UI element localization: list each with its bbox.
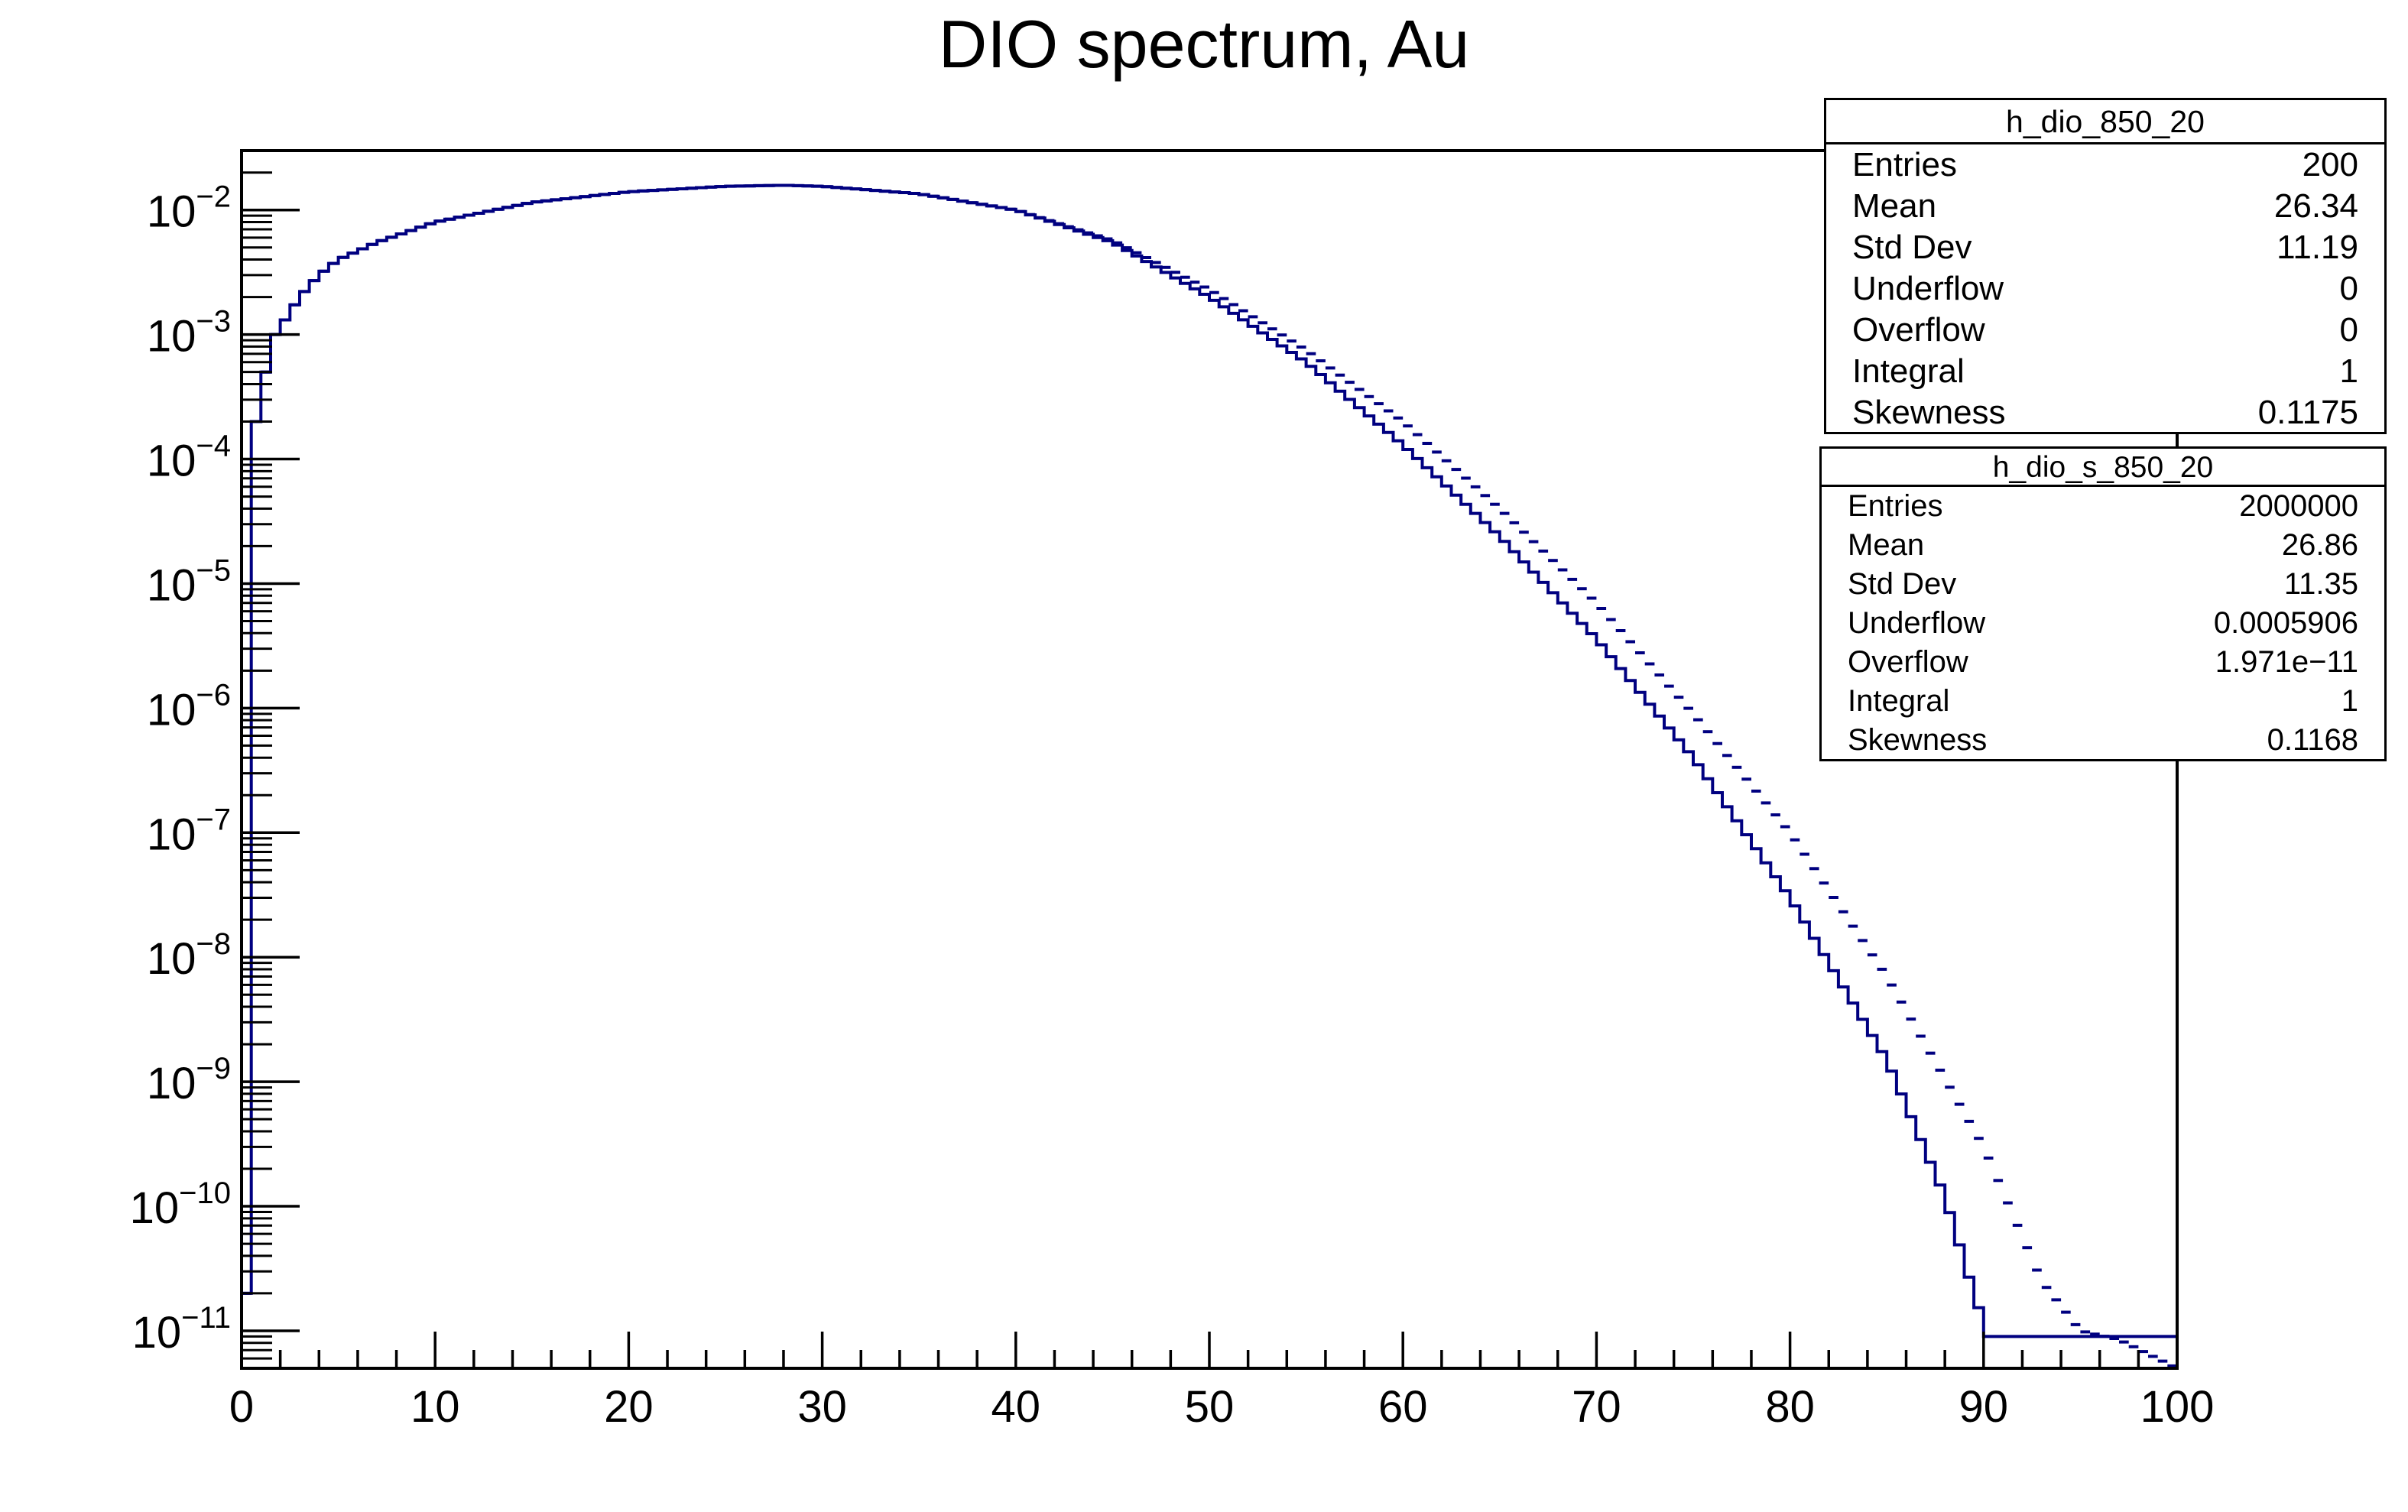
stats-label: Entries [1848, 489, 1943, 523]
stats-row-integral: Integral 1 [1822, 682, 2384, 721]
stats-box-h-dio-s-850-20: h_dio_s_850_20 Entries 2000000 Mean 26.8… [1819, 446, 2387, 761]
x-tick-label: 90 [1959, 1382, 2009, 1432]
stats-value: 0.1168 [2267, 723, 2358, 757]
stats-value: 1 [2341, 684, 2358, 718]
series-h-dio-s-850-20 [242, 183, 2177, 1368]
stats-value: 0 [2339, 311, 2358, 349]
y-tick-label: 10−8 [147, 927, 231, 984]
stats-row-overflow: Overflow 0 [1826, 310, 2384, 351]
stats-value: 26.34 [2273, 187, 2358, 225]
x-tick-label: 40 [991, 1382, 1041, 1432]
y-tick-label: 10−7 [147, 803, 231, 859]
stats-row-entries: Entries 200 [1826, 144, 2384, 186]
stats-label: Skewness [1848, 723, 1988, 757]
stats-label: Std Dev [1852, 229, 1972, 266]
stats-row-underflow: Underflow 0 [1826, 268, 2384, 310]
stats-value: 11.19 [2277, 229, 2358, 266]
stats-row-skewness: Skewness 0.1168 [1822, 721, 2384, 760]
x-tick-label: 70 [1572, 1382, 1621, 1432]
x-tick-label: 50 [1185, 1382, 1235, 1432]
stats-row-mean: Mean 26.86 [1822, 526, 2384, 565]
axis-layer: 0 10 20 30 40 50 60 70 80 90 100 10−11 10−10 10−9 10−8… [130, 149, 2215, 1432]
y-tick-label: 10−3 [147, 305, 231, 362]
x-tick-label: 30 [797, 1382, 847, 1432]
stats-label: Overflow [1848, 645, 1968, 679]
stats-value: 0 [2339, 270, 2358, 307]
x-tick-label: 100 [2140, 1382, 2215, 1432]
stats-value: 2000000 [2239, 489, 2358, 523]
stats-value: 0.0005906 [2213, 606, 2358, 640]
stats-value: 1 [2339, 352, 2358, 390]
stats-row-underflow: Underflow 0.0005906 [1822, 604, 2384, 643]
stats-value: 11.35 [2283, 567, 2358, 601]
stats-row-entries: Entries 2000000 [1822, 487, 2384, 526]
stats-row-mean: Mean 26.34 [1826, 186, 2384, 227]
stats-box-h-dio-850-20: h_dio_850_20 Entries 200 Mean 26.34 Std … [1824, 98, 2387, 434]
stats-value: 200 [2302, 146, 2358, 183]
y-tick-label: 10−4 [147, 430, 231, 486]
stats-label: Underflow [1852, 270, 2004, 307]
stats-row-integral: Integral 1 [1826, 351, 2384, 392]
x-tick-label: 0 [229, 1382, 254, 1432]
y-tick-label: 10−2 [147, 180, 231, 237]
stats-row-overflow: Overflow 1.971e−11 [1822, 643, 2384, 682]
stats-label: Underflow [1848, 606, 1986, 640]
stats-value: 1.971e−11 [2215, 645, 2358, 679]
stats-label: Overflow [1852, 311, 1985, 349]
y-tick-label: 10−5 [147, 553, 231, 610]
x-tick-label: 10 [411, 1382, 460, 1432]
chart-title: DIO spectrum, Au [939, 6, 1469, 82]
y-tick-label: 10−9 [147, 1052, 231, 1108]
stats-label: Integral [1848, 684, 1950, 718]
stats-label: Mean [1852, 187, 1937, 225]
series-layer [240, 183, 2177, 1368]
stats-value: 0.1175 [2257, 394, 2358, 431]
stats-box-title: h_dio_s_850_20 [1822, 449, 2384, 487]
stats-label: Skewness [1852, 394, 2006, 431]
stats-row-std-dev: Std Dev 11.19 [1826, 227, 2384, 268]
stats-label: Std Dev [1848, 567, 1957, 601]
stats-row-skewness: Skewness 0.1175 [1826, 392, 2384, 433]
x-tick-label: 60 [1378, 1382, 1428, 1432]
x-tick-label: 20 [604, 1382, 654, 1432]
stats-label: Mean [1848, 528, 1925, 562]
stats-box-title: h_dio_850_20 [1826, 100, 2384, 144]
x-tick-label: 80 [1765, 1382, 1815, 1432]
stats-row-std-dev: Std Dev 11.35 [1822, 565, 2384, 604]
stats-value: 26.86 [2281, 528, 2358, 562]
stats-label: Integral [1852, 352, 1965, 390]
y-tick-label: 10−11 [132, 1301, 231, 1358]
y-tick-label: 10−6 [147, 678, 231, 735]
stats-label: Entries [1852, 146, 1957, 183]
y-tick-label: 10−10 [130, 1176, 231, 1233]
